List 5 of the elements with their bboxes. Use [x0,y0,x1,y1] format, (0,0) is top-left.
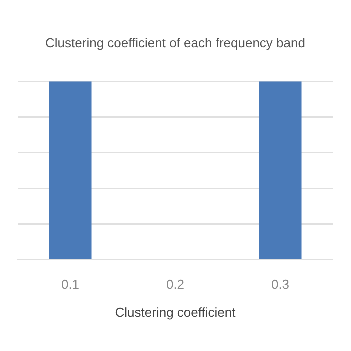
x-tick-label: 0.3 [271,277,290,292]
chart-title: Clustering coefficient of each frequency band [46,35,306,50]
x-axis-title: Clustering coefficient [115,304,236,320]
x-tick-label: 0.2 [166,277,185,292]
x-tick-label: 0.1 [61,277,80,292]
